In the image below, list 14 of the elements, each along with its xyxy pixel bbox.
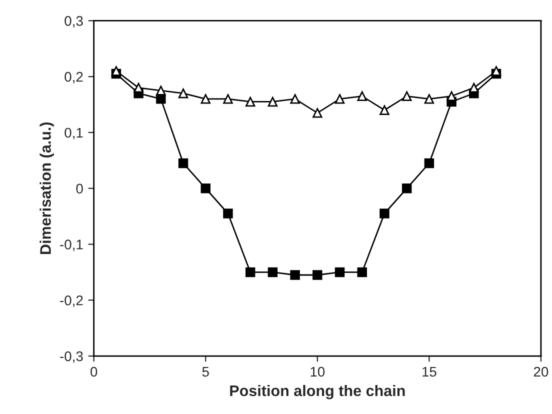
y-tick-label: 0,1 [64,128,83,140]
x-tick-label: 15 [422,366,436,377]
y-tick-label: 0,3 [64,16,83,28]
x-tick-label: 0 [90,366,98,377]
x-tick-label: 5 [202,366,209,377]
x-tick-label: 20 [534,366,548,377]
y-tick-label: 0,2 [64,72,83,84]
x-tick-label: 10 [310,366,325,377]
y-tick-label: -0,1 [60,240,83,252]
y-tick-label: 0 [76,184,83,194]
y-tick-label: -0,2 [60,295,83,307]
y-axis-title: Dimerisation (a.u.) [40,122,54,254]
y-tick-label: -0,3 [60,351,83,363]
x-axis-title: Position along the chain [230,384,405,400]
